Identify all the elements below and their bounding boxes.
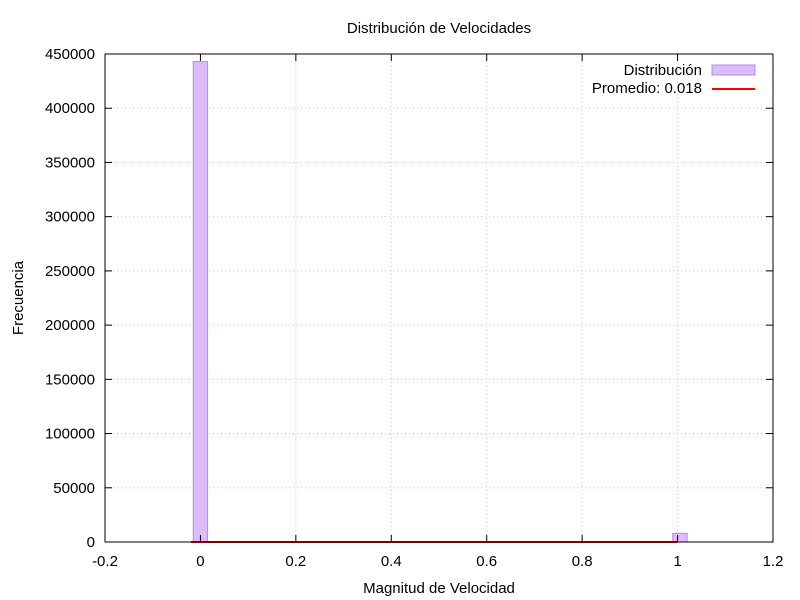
x-axis-label: Magnitud de Velocidad xyxy=(363,580,515,597)
y-tick-label: 400000 xyxy=(45,100,95,117)
y-tick-label: 0 xyxy=(87,534,95,551)
x-tick-label: 0.6 xyxy=(476,553,497,570)
y-tick-label: 150000 xyxy=(45,371,95,388)
histogram-bar xyxy=(192,61,209,543)
histogram-bar xyxy=(672,532,688,543)
y-tick-label: 450000 xyxy=(45,46,95,63)
x-tick-label: -0.2 xyxy=(92,553,118,570)
y-tick-label: 200000 xyxy=(45,317,95,334)
histogram-bars xyxy=(192,61,688,543)
plot-frame xyxy=(104,53,774,543)
x-tick-label: 0.2 xyxy=(285,553,306,570)
x-tick-label: 0.4 xyxy=(381,553,402,570)
y-tick-label: 50000 xyxy=(53,480,95,497)
y-tick-label: 300000 xyxy=(45,209,95,226)
y-tick-label: 350000 xyxy=(45,154,95,171)
chart-title: Distribución de Velocidades xyxy=(347,20,531,37)
legend-label: Distribución xyxy=(624,62,702,79)
y-axis-label: Frecuencia xyxy=(10,260,27,335)
y-tick-label: 100000 xyxy=(45,426,95,443)
x-tick-label: 0.8 xyxy=(572,553,593,570)
legend-label: Promedio: 0.018 xyxy=(592,80,702,97)
legend-swatch-distribucion xyxy=(711,64,756,76)
y-tick-label: 250000 xyxy=(45,263,95,280)
x-tick-label: 1.2 xyxy=(763,553,784,570)
x-tick-label: 1 xyxy=(673,553,681,570)
axis-ticks: 0 50000 100000 150000 200000 250000 300000 3500… xyxy=(45,46,783,570)
grid-lines xyxy=(105,54,773,542)
x-tick-label: 0 xyxy=(196,553,204,570)
